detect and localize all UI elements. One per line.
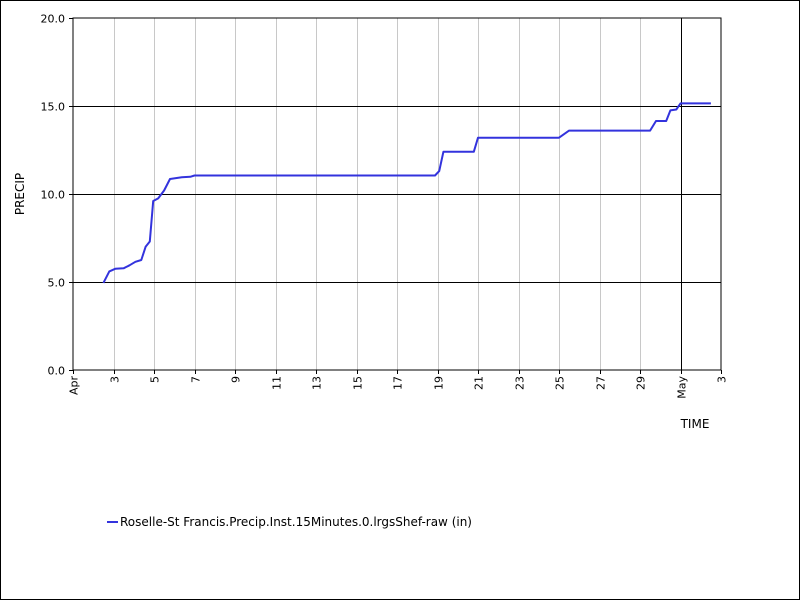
y-axis-label: PRECIP — [13, 173, 27, 215]
legend: Roselle-St Francis.Precip.Inst.15Minutes… — [107, 515, 472, 529]
x-tick-label: 3 — [716, 376, 729, 383]
x-tick-label: 13 — [311, 376, 324, 390]
x-tick-label: 25 — [554, 376, 567, 390]
x-tick-label: 27 — [595, 376, 608, 390]
x-tick-label: Apr — [68, 376, 81, 396]
y-tick-label: 0.0 — [48, 365, 66, 378]
x-tick-label: 15 — [352, 376, 365, 390]
y-tick-labels: 0.0 5.0 10.0 15.0 20.0 — [41, 13, 66, 378]
x-tick-label: 7 — [190, 376, 203, 383]
x-tick-label: 17 — [392, 376, 405, 390]
x-tick-labels: Apr 3 5 7 9 11 13 15 17 19 21 23 25 27 29 May 3 — [68, 376, 729, 399]
x-tick-label: 3 — [109, 376, 122, 383]
x-tick-label: 5 — [149, 376, 162, 383]
y-tick-label: 5.0 — [48, 277, 66, 290]
series-lines — [102, 102, 711, 284]
x-tick-label: 19 — [433, 376, 446, 390]
x-tick-marks — [73, 370, 722, 374]
x-tick-label: 21 — [473, 376, 486, 390]
x-tick-label: 29 — [635, 376, 648, 390]
x-tick-label: May — [676, 376, 689, 399]
legend-entry: Roselle-St Francis.Precip.Inst.15Minutes… — [120, 515, 472, 529]
x-tick-label: 23 — [514, 376, 527, 390]
y-tick-label: 20.0 — [41, 13, 66, 26]
y-tick-label: 10.0 — [41, 189, 66, 202]
x-axis-label: TIME — [680, 417, 710, 431]
series-line — [102, 102, 711, 284]
y-tick-label: 15.0 — [41, 101, 66, 114]
horizontal-gridlines — [73, 106, 721, 283]
y-tick-marks — [69, 18, 73, 371]
x-tick-label: 9 — [230, 376, 243, 383]
x-tick-label: 11 — [271, 376, 284, 390]
